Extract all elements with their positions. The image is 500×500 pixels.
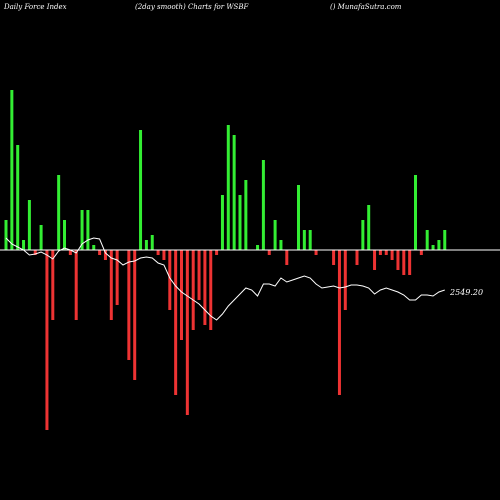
negative-bar xyxy=(174,250,178,395)
positive-bar xyxy=(139,130,143,250)
last-value-label: 2549.20 xyxy=(449,288,483,297)
positive-bar xyxy=(4,220,8,250)
negative-bar xyxy=(332,250,336,265)
positive-bar xyxy=(86,210,90,250)
negative-bar xyxy=(209,250,213,330)
negative-bar xyxy=(168,250,172,310)
positive-bar xyxy=(414,175,417,250)
negative-bar xyxy=(285,250,289,265)
negative-bar xyxy=(33,250,37,255)
negative-bar xyxy=(162,250,166,260)
positive-bar xyxy=(27,200,31,250)
negative-bar xyxy=(337,250,341,395)
positive-bar xyxy=(273,220,277,250)
positive-bar xyxy=(57,175,61,250)
negative-bar xyxy=(314,250,318,255)
negative-bar xyxy=(127,250,131,360)
positive-bar xyxy=(80,210,84,250)
positive-bar xyxy=(232,135,236,250)
negative-bar xyxy=(51,250,55,320)
positive-bar xyxy=(431,245,435,250)
positive-bar xyxy=(144,240,148,250)
positive-bar xyxy=(367,205,371,250)
positive-bar xyxy=(279,240,283,250)
positive-bar xyxy=(244,180,248,250)
positive-bar xyxy=(226,125,230,250)
negative-bar xyxy=(180,250,183,340)
negative-bar xyxy=(343,250,347,310)
negative-bar xyxy=(384,250,388,255)
positive-bar xyxy=(361,220,365,250)
positive-bar xyxy=(256,245,260,250)
positive-bar xyxy=(443,230,447,250)
negative-bar xyxy=(45,250,49,430)
negative-bar xyxy=(133,250,137,380)
positive-bar xyxy=(39,225,43,250)
positive-bar xyxy=(297,185,300,250)
negative-bar xyxy=(355,250,359,265)
positive-bar xyxy=(220,195,224,250)
negative-bar xyxy=(396,250,400,270)
negative-bar xyxy=(419,250,423,255)
negative-bar xyxy=(408,250,412,275)
negative-bar xyxy=(191,250,195,330)
negative-bar xyxy=(390,250,394,260)
positive-bar xyxy=(16,145,20,250)
positive-bar xyxy=(150,235,154,250)
negative-bar xyxy=(156,250,160,255)
negative-bar xyxy=(98,250,102,255)
negative-bar xyxy=(373,250,377,270)
positive-bar xyxy=(308,230,312,250)
positive-bar xyxy=(92,245,96,250)
negative-bar xyxy=(109,250,113,320)
negative-bar xyxy=(115,250,119,305)
negative-bar xyxy=(378,250,382,255)
positive-bar xyxy=(425,230,429,250)
bar-series xyxy=(4,90,447,430)
positive-bar xyxy=(437,240,441,250)
header-center-label: (2day smooth) Charts for WSBF xyxy=(135,3,249,11)
negative-bar xyxy=(197,250,201,300)
negative-bar xyxy=(103,250,107,260)
negative-bar xyxy=(74,250,78,320)
negative-bar xyxy=(68,250,72,255)
positive-bar xyxy=(261,160,265,250)
negative-bar xyxy=(402,250,406,275)
positive-bar xyxy=(302,230,306,250)
positive-bar xyxy=(63,220,66,250)
negative-bar xyxy=(267,250,271,255)
positive-bar xyxy=(238,195,242,250)
header-right-label: () MunafaSutra.com xyxy=(330,3,402,11)
smooth-line xyxy=(5,237,445,321)
header-left-label: Daily Force Index xyxy=(3,3,67,11)
negative-bar xyxy=(215,250,219,255)
negative-bar xyxy=(185,250,189,415)
negative-bar xyxy=(203,250,207,325)
positive-bar xyxy=(22,240,26,250)
positive-bar xyxy=(10,90,14,250)
